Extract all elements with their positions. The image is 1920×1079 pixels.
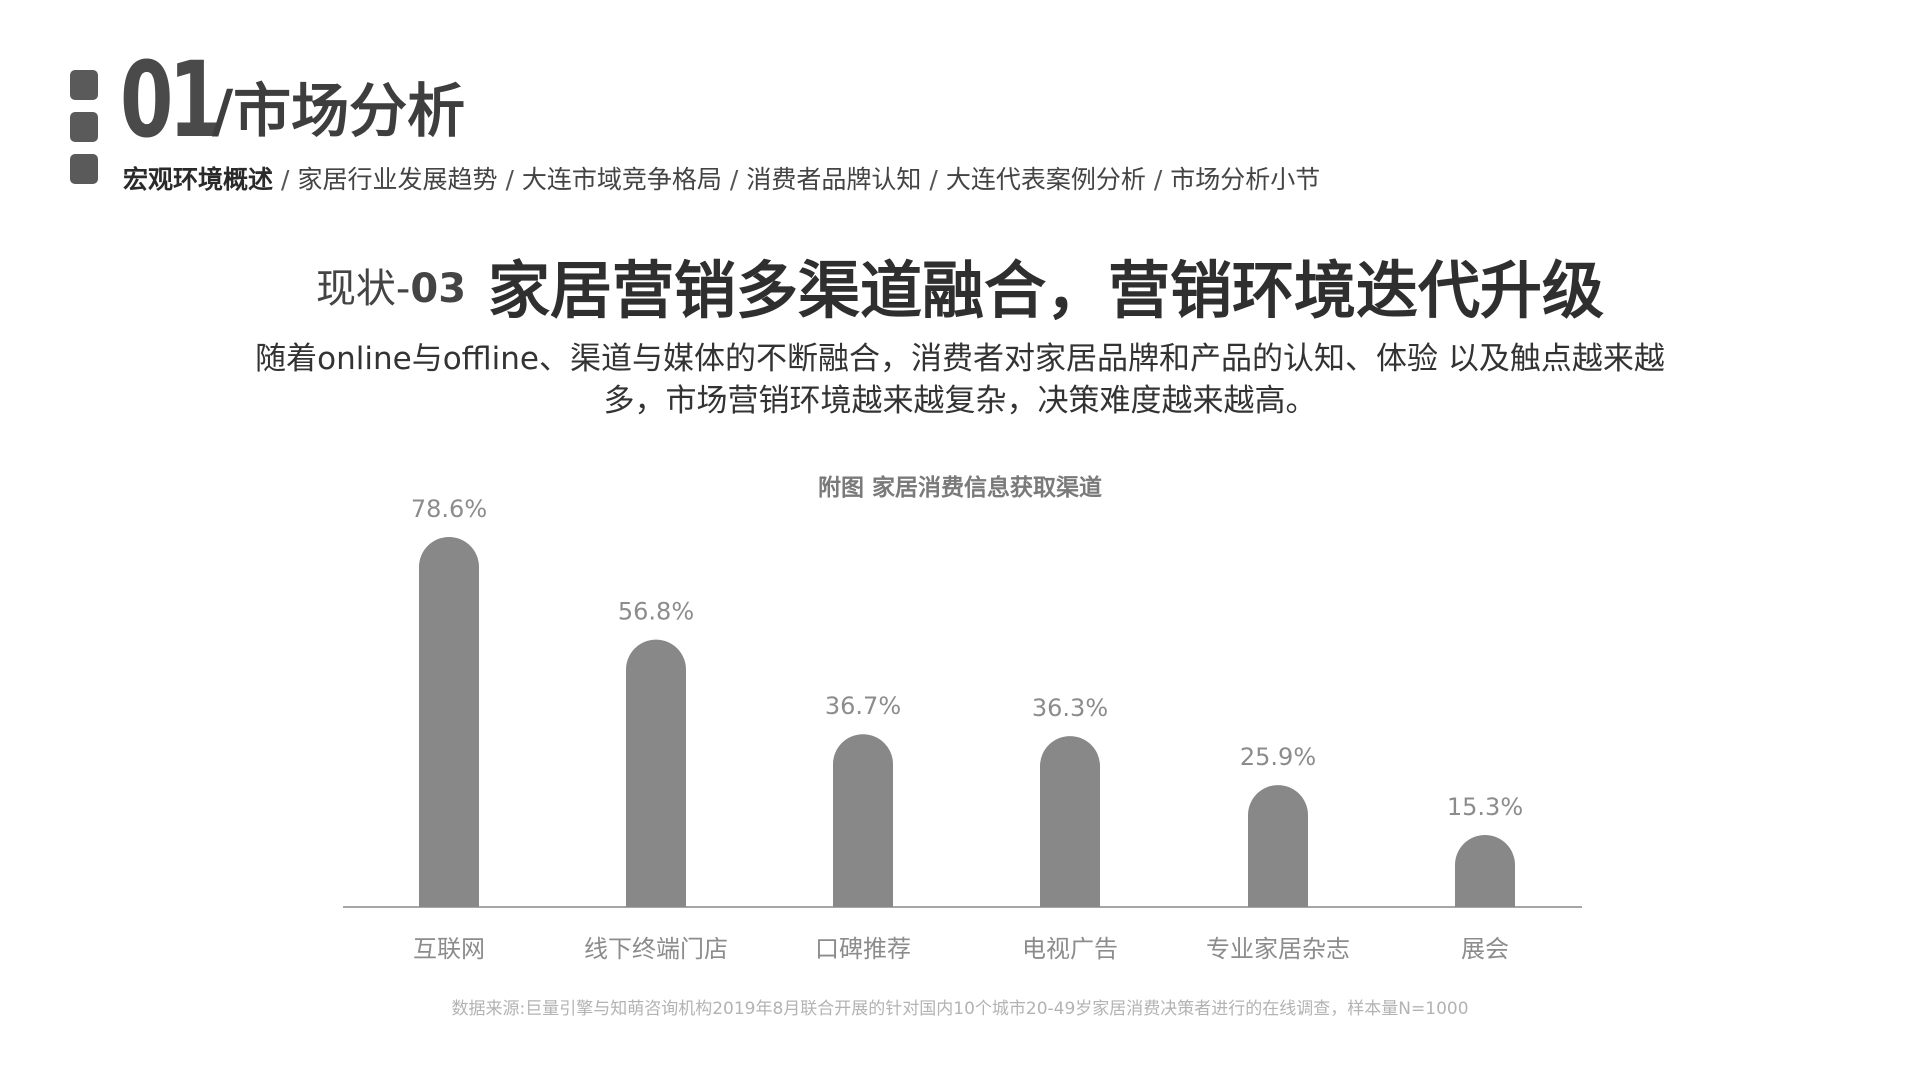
value-label-5: 25.9%: [1240, 743, 1316, 771]
breadcrumb-separator: /: [729, 165, 739, 194]
value-label-1: 78.6%: [411, 495, 487, 523]
breadcrumb-item-competition[interactable]: 大连市域竞争格局: [521, 165, 722, 194]
headline-prefix-number: 03: [410, 266, 467, 312]
breadcrumb-separator: /: [1153, 165, 1163, 194]
section-title: /市场分析: [212, 77, 466, 145]
category-label-3: 口碑推荐: [815, 935, 911, 963]
breadcrumb-item-trend[interactable]: 家居行业发展趋势: [297, 165, 498, 194]
decor-block-3: [70, 154, 98, 184]
bar-2: [626, 639, 686, 907]
breadcrumb: 宏观环境概述 / 家居行业发展趋势 / 大连市域竞争格局 / 消费者品牌认知 / 大连代表案例分…: [123, 160, 1320, 196]
headline-main: 家居营销多渠道融合，营销环境迭代升级: [488, 254, 1605, 327]
breadcrumb-item-case[interactable]: 大连代表案例分析: [945, 165, 1146, 194]
value-label-2: 56.8%: [618, 598, 694, 626]
description: 随着online与offline、渠道与媒体的不断融合，消费者对家居品牌和产品的…: [255, 341, 1665, 419]
headline-prefix-text: 现状-: [315, 266, 411, 312]
breadcrumb-separator: /: [281, 165, 290, 194]
value-label-3: 36.7%: [825, 692, 901, 720]
source-note: 数据来源:巨量引擎与知萌咨询机构2019年8月联合开展的针对国内10个城市20-…: [451, 999, 1469, 1019]
bar-6: [1455, 834, 1515, 907]
bar-4: [1040, 736, 1100, 907]
value-label-6: 15.3%: [1447, 793, 1523, 821]
category-label-5: 专业家居杂志: [1206, 935, 1350, 963]
decor-block-2: [70, 112, 98, 142]
category-label-6: 展会: [1461, 935, 1509, 963]
headline-prefix: 现状-03: [316, 266, 466, 312]
bar-1: [419, 537, 479, 907]
breadcrumb-item-summary[interactable]: 市场分析小节: [1170, 165, 1321, 194]
chart-title: 附图 家居消费信息获取渠道: [817, 475, 1102, 501]
section-number: 01: [120, 39, 222, 161]
breadcrumb-item-brand[interactable]: 消费者品牌认知: [746, 165, 922, 194]
category-label-1: 互联网: [413, 935, 485, 963]
decor-block-1: [70, 70, 98, 100]
category-label-4: 电视广告: [1022, 935, 1118, 963]
breadcrumb-separator: /: [505, 165, 514, 194]
category-label-2: 线下终端门店: [584, 935, 728, 963]
value-label-4: 36.3%: [1032, 694, 1108, 722]
headline: 现状-03 家居营销多渠道融合，营销环境迭代升级: [0, 240, 1920, 330]
bar-3: [833, 734, 893, 907]
breadcrumb-item-macro[interactable]: 宏观环境概述: [123, 165, 274, 194]
breadcrumb-separator: /: [929, 165, 938, 194]
bar-5: [1248, 785, 1308, 907]
